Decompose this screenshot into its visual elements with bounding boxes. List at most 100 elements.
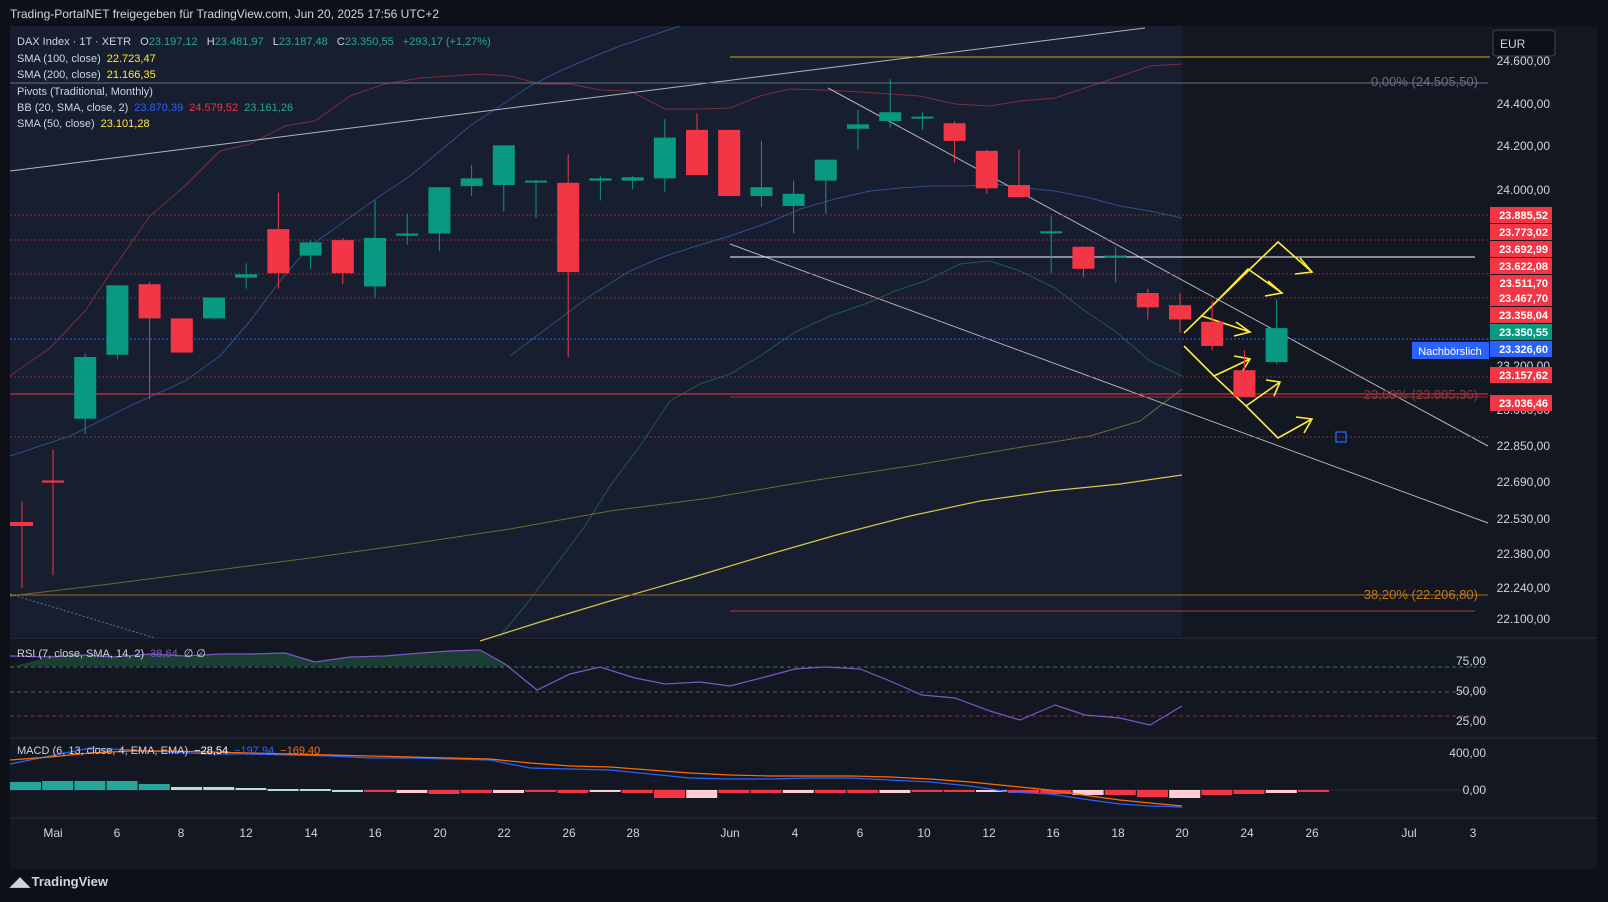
candle-body <box>203 297 225 319</box>
legend-low: 23.187,48 <box>279 36 328 48</box>
price-label-text: 23.157,62 <box>1499 370 1548 382</box>
legend-o-label: O <box>140 36 149 48</box>
macd-bar <box>686 790 718 798</box>
time-tick: 4 <box>792 826 799 840</box>
price-label-bg <box>1490 290 1552 306</box>
macd-bar <box>589 790 621 792</box>
time-tick: 18 <box>1111 826 1125 840</box>
candle-body <box>847 124 869 129</box>
time-tick: 28 <box>626 826 640 840</box>
time-tick: 12 <box>982 826 996 840</box>
rsi-legend: RSI (7, close, SMA, 14, 2) 38,64 ∅ ∅ <box>17 648 206 660</box>
price-tick: 22.690,00 <box>1497 475 1551 489</box>
legend: DAX Index · 1T · XETR O23.197,12 H23.481… <box>17 36 491 757</box>
fib-0-label: 0,00% (24.505,50) <box>1371 74 1478 89</box>
fib-236-label: 23,60% (23.085,36) <box>1364 387 1478 402</box>
price-label-bg <box>1490 307 1552 323</box>
legend-bb-mid: 23.870,39 <box>134 102 183 114</box>
candle-body <box>1008 185 1030 198</box>
bb-lower-line <box>499 260 1183 637</box>
candle-body <box>106 285 129 355</box>
channel-lower-line <box>729 243 1489 524</box>
macd-bar <box>171 787 202 790</box>
macd-bar <box>364 790 396 792</box>
candle-body <box>653 137 676 179</box>
price-label-bg <box>1490 241 1552 257</box>
macd-bar <box>911 790 943 792</box>
macd-bar <box>654 790 685 798</box>
legend-high: 23.481,97 <box>215 36 264 48</box>
legend-sma50-value: 23.101,28 <box>101 118 150 130</box>
price-label-text: 23.358,04 <box>1499 310 1549 322</box>
legend-bb-upper: 24.579,52 <box>189 102 238 114</box>
price-label-text: 23.467,70 <box>1499 293 1548 305</box>
share-text: Trading-PortalNET freigegeben für Tradin… <box>10 7 440 21</box>
price-label-bg <box>1490 258 1552 274</box>
candle-body <box>138 284 161 319</box>
candle-body <box>1104 255 1127 258</box>
chart-area[interactable]: EUR <box>9 25 1597 869</box>
macd-line <box>9 747 1183 808</box>
macd-bar <box>1233 790 1265 794</box>
macd-legend-label: MACD (6, 13, close, 4, EMA, EMA) <box>17 745 188 757</box>
price-tick: 24.000,00 <box>1497 183 1551 197</box>
macd-bar <box>943 790 975 792</box>
price-labels: 23.885,52 23.773,02 23.692,99 23.622,08 23.5… <box>1490 207 1552 411</box>
macd-bar <box>1040 790 1072 794</box>
macd-bar <box>10 782 41 790</box>
macd-bar <box>1201 790 1233 795</box>
candle-body <box>235 274 258 278</box>
time-tick: 12 <box>239 826 253 840</box>
price-label-bg <box>1490 224 1552 240</box>
candle-body <box>1072 246 1095 269</box>
macd-pane: 400,00 0,00 <box>9 746 1488 808</box>
price-label-text: 23.692,99 <box>1499 244 1548 256</box>
after-hours-label: Nachbörslich <box>1418 346 1482 358</box>
macd-bar <box>203 787 235 790</box>
macd-bar <box>332 790 363 792</box>
fib-382-label: 38,20% (22.206,80) <box>1364 587 1478 602</box>
channel-upper-line <box>827 87 1489 447</box>
time-tick: 20 <box>1175 826 1189 840</box>
price-tick: 22.100,00 <box>1497 612 1551 626</box>
candle-body <box>1040 231 1063 234</box>
price-tick: 24.400,00 <box>1497 97 1551 111</box>
price-label-text: 23.350,55 <box>1499 327 1548 339</box>
legend-l-label: L <box>273 36 279 48</box>
candle-body <box>428 187 451 234</box>
legend-bb-label: BB (20, SMA, close, 2) <box>17 102 128 114</box>
time-tick: 22 <box>497 826 511 840</box>
candle-body <box>267 229 290 274</box>
candle-body <box>1169 305 1191 320</box>
macd-bar <box>138 784 170 790</box>
macd-legend-hist: −28,54 <box>194 745 228 757</box>
brand-label: TradingView <box>31 874 108 889</box>
legend-bb: BB (20, SMA, close, 2) 23.870,39 24.579,52… <box>17 102 293 114</box>
macd-bar <box>267 789 299 791</box>
rsi-legend-label: RSI (7, close, SMA, 14, 2) <box>17 648 144 660</box>
time-axis[interactable]: Mai 6 8 12 14 16 20 22 26 28 Jun 4 6 10 12 16 18 20 24 26 Ju… <box>43 826 1476 840</box>
rsi-tick-50: 50,00 <box>1456 684 1486 698</box>
bb-basis-line-right <box>509 183 1183 357</box>
macd-bar <box>1008 790 1040 793</box>
rsi-legend-value: 38,64 <box>150 648 178 660</box>
candle-body <box>589 178 612 181</box>
legend-close: 23.350,55 <box>345 36 394 48</box>
candle-body <box>170 318 193 353</box>
price-label-bg <box>1490 324 1552 340</box>
macd-bar <box>1265 790 1297 793</box>
legend-sma100-value: 22.723,47 <box>107 53 156 65</box>
macd-bar <box>1169 790 1201 798</box>
chart-canvas[interactable]: EUR <box>9 25 1597 869</box>
legend-sma200-label: SMA (200, close) <box>17 69 101 81</box>
candle-body <box>718 129 741 197</box>
legend-sma50-label: SMA (50, close) <box>17 118 95 130</box>
legend-symbol: DAX Index · 1T · XETR <box>17 36 131 48</box>
currency-button[interactable] <box>1492 29 1556 57</box>
price-label-text: 23.511,70 <box>1500 278 1548 290</box>
price-tick: 22.380,00 <box>1497 547 1551 561</box>
legend-h-label: H <box>207 36 215 48</box>
legend-c-label: C <box>337 36 345 48</box>
legend-sma100-label: SMA (100, close) <box>17 53 101 65</box>
time-tick: 6 <box>857 826 864 840</box>
